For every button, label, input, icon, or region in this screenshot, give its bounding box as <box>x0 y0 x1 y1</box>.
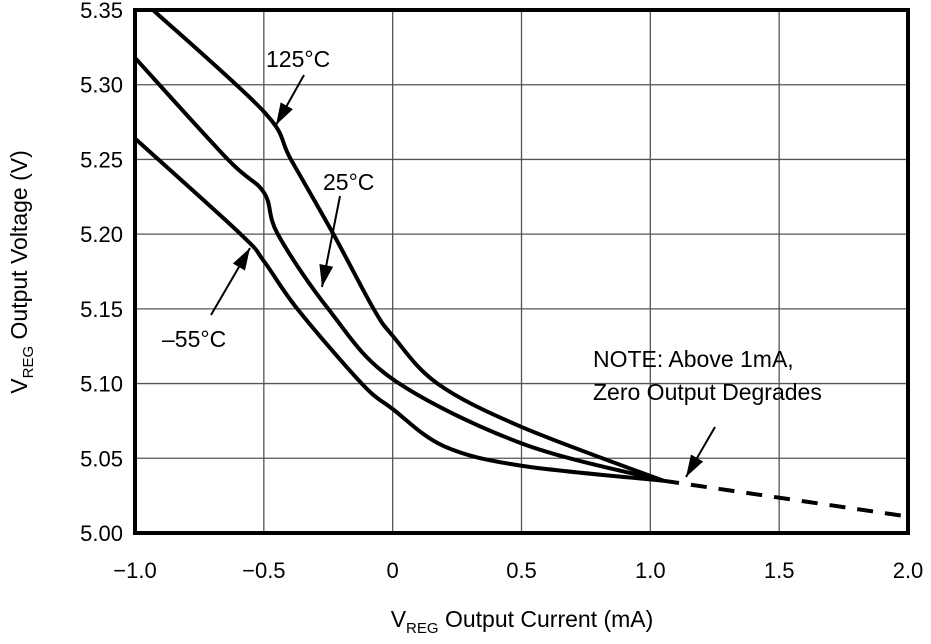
y-axis-label-main: V <box>6 378 32 394</box>
arrowhead-icon <box>686 454 704 477</box>
series-line-55Cc <box>133 137 664 483</box>
y-tick-label: 5.35 <box>80 0 123 23</box>
y-axis-label: VREG Output Voltage (V) <box>6 150 37 393</box>
x-tick-label: −1.0 <box>113 558 156 583</box>
y-tick-label: 5.25 <box>80 147 123 172</box>
x-tick-label: 0.5 <box>506 558 537 583</box>
arrowhead-icon <box>319 264 334 287</box>
annotation-label: 125°C <box>266 46 330 72</box>
y-axis-label-rest: Output Voltage (V) <box>6 150 32 346</box>
x-axis-label-main: V <box>391 606 407 632</box>
grid <box>134 9 909 534</box>
annotation-label: 25°C <box>323 169 374 195</box>
tick-labels: −1.0 −0.5 0 0.5 1.0 1.5 2.0 5.00 5.05 5.10 5.15 5.2… <box>80 0 923 583</box>
x-tick-label: 2.0 <box>893 558 924 583</box>
annotation-label: Zero Output Degrades <box>593 379 822 405</box>
x-tick-label: 1.0 <box>635 558 666 583</box>
series-line-25Cc <box>133 56 664 483</box>
x-tick-label: 1.5 <box>764 558 795 583</box>
y-tick-label: 5.15 <box>80 297 123 322</box>
curves <box>133 8 909 519</box>
series-line-dashedc <box>662 478 909 519</box>
arrowhead-icon <box>276 102 293 125</box>
x-tick-label: −0.5 <box>242 558 285 583</box>
annotations: 125°C 25°C –55°C NOTE: Above 1mA, Zero Outpu… <box>162 46 822 478</box>
y-tick-label: 5.00 <box>80 521 123 546</box>
y-tick-label: 5.10 <box>80 372 123 397</box>
annotation-label: NOTE: Above 1mA, <box>593 346 794 372</box>
x-tick-label: 0 <box>387 558 399 583</box>
series-line-125Cc <box>151 8 664 483</box>
y-tick-label: 5.05 <box>80 446 123 471</box>
y-axis-label-sub: REG <box>20 346 37 379</box>
arrowhead-icon <box>232 248 250 271</box>
x-axis-label-sub: REG <box>406 620 439 637</box>
y-tick-label: 5.30 <box>80 73 123 98</box>
plot-frame <box>133 8 910 535</box>
y-tick-label: 5.20 <box>80 222 123 247</box>
annotation-label: –55°C <box>162 326 226 352</box>
x-axis-label-rest: Output Current (mA) <box>439 606 654 632</box>
x-axis-label: VREG Output Current (mA) <box>391 606 654 637</box>
